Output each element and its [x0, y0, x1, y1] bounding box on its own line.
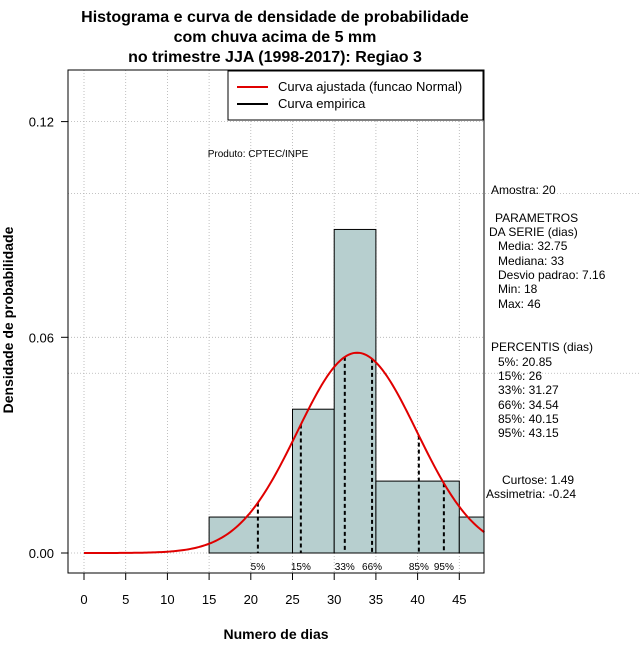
x-tick-label-4: 20: [244, 592, 258, 607]
chart-title-line-2: com chuva acima de 5 mm: [174, 29, 377, 46]
percentile-label-3: 66%: [362, 562, 382, 573]
x-tick-label-0: 0: [80, 592, 87, 607]
product-note: Produto: CPTEC/INPE: [208, 149, 309, 160]
stat-p85: 85%: 40.15: [498, 412, 559, 426]
stat-desvio: Desvio padrao: 7.16: [498, 268, 606, 282]
params-title-2: DA SERIE (dias): [489, 225, 578, 239]
axes: 0 5 10 15 20 25 30 35 40 45 0.00 0.06 0.12: [29, 115, 467, 607]
stat-max: Max: 46: [498, 297, 541, 311]
y-axis-label: Densidade de probabilidade: [0, 226, 16, 413]
chart-title-line-1: Histograma e curva de densidade de proba…: [81, 9, 469, 26]
percentile-label-4: 85%: [409, 562, 429, 573]
y-tick-label-2: 0.12: [29, 115, 54, 130]
x-axis-label: Numero de dias: [223, 626, 328, 642]
stat-p33: 33%: 31.27: [498, 383, 559, 397]
y-tick-label-1: 0.06: [29, 330, 54, 345]
x-tick-label-2: 10: [160, 592, 174, 607]
x-tick-label-6: 30: [327, 592, 341, 607]
x-tick-label-8: 40: [410, 592, 424, 607]
x-tick-label-3: 15: [202, 592, 216, 607]
histogram-bar-2: [333, 228, 377, 554]
histogram-bar-0: [208, 516, 294, 554]
histogram-bar-3: [375, 480, 460, 554]
chart-title-line-3: no trimestre JJA (1998-2017): Regiao 3: [128, 49, 422, 66]
histogram-bars: [208, 228, 485, 554]
percentile-label-2: 33%: [335, 562, 355, 573]
percentile-label-5: 95%: [434, 562, 454, 573]
y-tick-label-0: 0.00: [29, 546, 54, 561]
histogram-bar-4: [458, 516, 485, 554]
stat-media: Media: 32.75: [498, 239, 568, 253]
histogram-bar-1: [292, 408, 335, 554]
stat-mediana: Mediana: 33: [498, 254, 564, 268]
legend: Curva ajustada (funcao Normal) Curva emp…: [227, 70, 484, 121]
percentile-label-0: 5%: [251, 562, 266, 573]
normal-curve: [84, 351, 485, 554]
stat-p66: 66%: 34.54: [498, 398, 559, 412]
x-tick-label-1: 5: [122, 592, 129, 607]
legend-box: [227, 70, 484, 121]
stat-min: Min: 18: [498, 282, 538, 296]
percentile-lines: 5% 15% 33% 66% 85% 95%: [251, 356, 454, 573]
stat-curtose: Curtose: 1.49: [502, 473, 574, 487]
x-tick-label-5: 25: [285, 592, 299, 607]
stat-amostra: Amostra: 20: [491, 183, 556, 197]
stat-p95: 95%: 43.15: [498, 426, 559, 440]
legend-label-normal: Curva ajustada (funcao Normal): [278, 79, 462, 94]
x-tick-label-7: 35: [369, 592, 383, 607]
legend-label-empirica: Curva empirica: [278, 96, 366, 111]
x-tick-label-9: 45: [452, 592, 466, 607]
normal-curve-layer: [84, 351, 485, 554]
percentile-label-1: 15%: [291, 562, 311, 573]
stats-panel: Amostra: 20 PARAMETROS DA SERIE (dias) M…: [486, 183, 606, 501]
percentis-title: PERCENTIS (dias): [491, 340, 593, 354]
stat-assimetria: Assimetria: -0.24: [486, 487, 576, 501]
stat-p15: 15%: 26: [498, 369, 542, 383]
params-title-1: PARAMETROS: [495, 211, 578, 225]
stat-p5: 5%: 20.85: [498, 355, 552, 369]
